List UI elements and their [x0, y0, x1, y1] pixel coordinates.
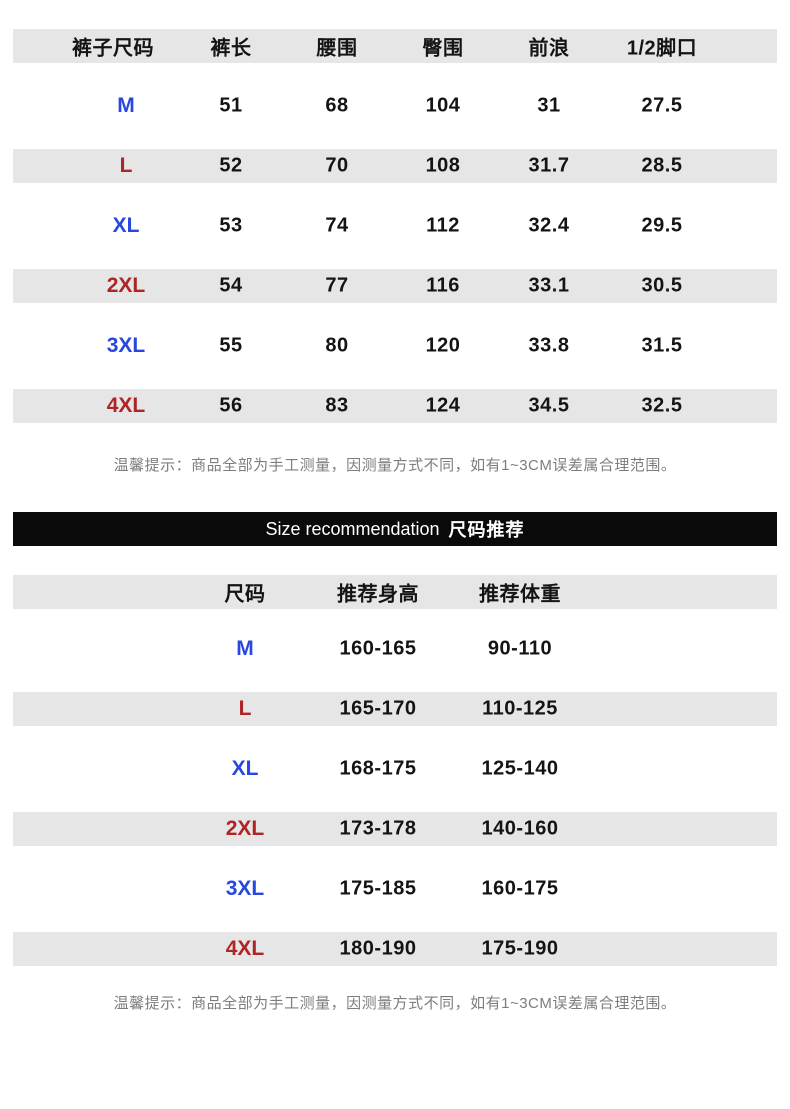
measurement-row-xl: XL 53 74 112 32.4 29.5 — [13, 209, 777, 243]
size-label: L — [238, 697, 252, 720]
height-cell: 160-165 — [339, 637, 417, 660]
weight-cell: 140-160 — [481, 817, 559, 840]
size-label: 2XL — [225, 817, 265, 840]
header-hip: 臀围 — [422, 37, 464, 60]
value-cell: 31.7 — [528, 154, 570, 177]
measurement-row-2xl: 2XL 54 77 116 33.1 30.5 — [13, 269, 777, 303]
size-label: 4XL — [225, 937, 265, 960]
measurement-row-l: L 52 70 108 31.7 28.5 — [13, 149, 777, 183]
value-cell: 108 — [425, 154, 461, 177]
banner-title-zh: 尺码推荐 — [448, 520, 525, 540]
size-recommendation-banner: Size recommendation 尺码推荐 — [13, 512, 777, 546]
size-label: L — [119, 154, 133, 177]
value-cell: 32.5 — [641, 394, 683, 417]
header-waist: 腰围 — [316, 37, 358, 60]
value-cell: 31.5 — [641, 334, 683, 357]
height-cell: 175-185 — [339, 877, 417, 900]
value-cell: 112 — [426, 214, 460, 237]
value-cell: 120 — [425, 334, 461, 357]
value-cell: 116 — [426, 274, 460, 297]
value-cell: 53 — [219, 214, 243, 237]
height-cell: 173-178 — [339, 817, 417, 840]
value-cell: 80 — [325, 334, 349, 357]
size-label: 4XL — [106, 394, 146, 417]
height-cell: 180-190 — [339, 937, 417, 960]
size-label: 3XL — [225, 877, 265, 900]
weight-cell: 110-125 — [482, 697, 558, 720]
measurement-table-header-row: 裤子尺码 裤长 腰围 臀围 前浪 1/2脚口 — [13, 29, 777, 63]
size-label: 2XL — [106, 274, 146, 297]
value-cell: 32.4 — [528, 214, 570, 237]
value-cell: 55 — [219, 334, 243, 357]
value-cell: 29.5 — [641, 214, 683, 237]
value-cell: 124 — [425, 394, 461, 417]
recommendation-table-header-row: 尺码 推荐身高 推荐体重 — [13, 575, 777, 609]
value-cell: 77 — [325, 274, 349, 297]
value-cell: 33.8 — [528, 334, 570, 357]
recommendation-row-4xl: 4XL 180-190 175-190 — [13, 932, 777, 966]
header-size: 尺码 — [224, 583, 266, 606]
measurement-row-4xl: 4XL 56 83 124 34.5 32.5 — [13, 389, 777, 423]
size-label: XL — [231, 757, 259, 780]
recommendation-row-m: M 160-165 90-110 — [13, 632, 777, 666]
value-cell: 52 — [219, 154, 243, 177]
value-cell: 31 — [537, 94, 561, 117]
size-label: 3XL — [106, 334, 146, 357]
banner-title-en: Size recommendation — [265, 518, 440, 539]
measurement-row-m: M 51 68 104 31 27.5 — [13, 89, 777, 123]
value-cell: 33.1 — [528, 274, 570, 297]
recommendation-row-3xl: 3XL 175-185 160-175 — [13, 872, 777, 906]
header-recommended-height: 推荐身高 — [337, 583, 419, 606]
height-cell: 168-175 — [339, 757, 417, 780]
size-label: M — [236, 637, 254, 660]
value-cell: 51 — [219, 94, 243, 117]
value-cell: 34.5 — [528, 394, 570, 417]
height-cell: 165-170 — [339, 697, 417, 720]
value-cell: 56 — [219, 394, 243, 417]
value-cell: 68 — [325, 94, 349, 117]
value-cell: 27.5 — [641, 94, 683, 117]
header-pants-length: 裤长 — [210, 37, 252, 60]
value-cell: 28.5 — [641, 154, 683, 177]
measurement-row-3xl: 3XL 55 80 120 33.8 31.5 — [13, 329, 777, 363]
weight-cell: 125-140 — [481, 757, 559, 780]
recommendation-row-xl: XL 168-175 125-140 — [13, 752, 777, 786]
header-recommended-weight: 推荐体重 — [479, 583, 561, 606]
size-label: XL — [112, 214, 140, 237]
value-cell: 74 — [325, 214, 349, 237]
value-cell: 70 — [325, 154, 349, 177]
value-cell: 30.5 — [641, 274, 683, 297]
recommendation-tip-note: 温馨提示：商品全部为手工测量，因测量方式不同，如有1~3CM误差属合理范围。 — [113, 995, 677, 1012]
measurement-tip-note: 温馨提示：商品全部为手工测量，因测量方式不同，如有1~3CM误差属合理范围。 — [113, 457, 677, 474]
header-leg-opening: 1/2脚口 — [626, 37, 698, 60]
recommendation-row-2xl: 2XL 173-178 140-160 — [13, 812, 777, 846]
size-label: M — [117, 94, 135, 117]
value-cell: 104 — [425, 94, 461, 117]
weight-cell: 160-175 — [481, 877, 559, 900]
value-cell: 83 — [325, 394, 349, 417]
value-cell: 54 — [219, 274, 243, 297]
header-pants-size: 裤子尺码 — [72, 37, 154, 60]
weight-cell: 175-190 — [481, 937, 559, 960]
header-front-rise: 前浪 — [528, 37, 570, 60]
recommendation-row-l: L 165-170 110-125 — [13, 692, 777, 726]
weight-cell: 90-110 — [487, 637, 553, 660]
